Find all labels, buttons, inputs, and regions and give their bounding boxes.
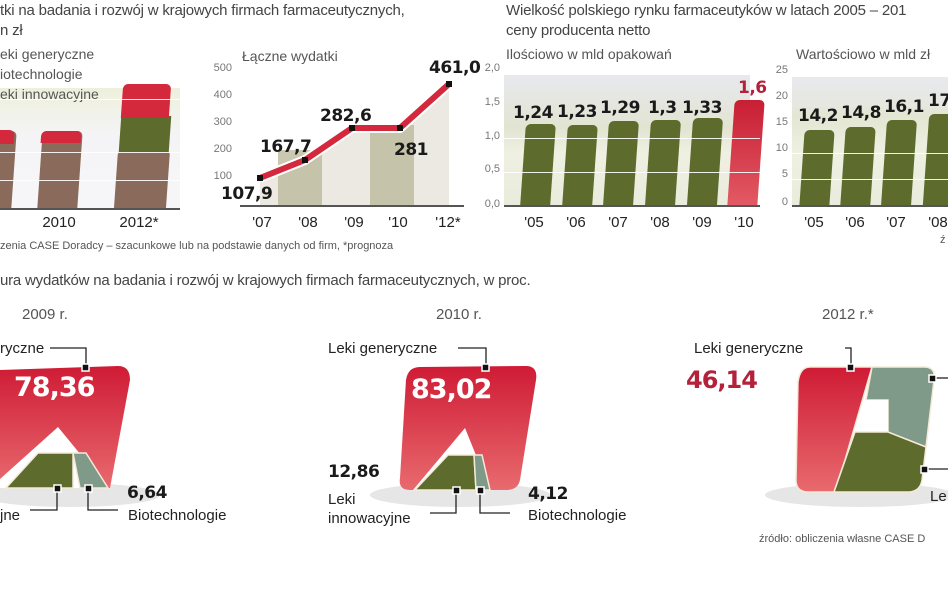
- value-chart-title: Wartościowo w mld zł: [796, 46, 931, 62]
- value-innovative-2010: 12,86: [328, 462, 380, 482]
- legend: eki generyczne iotechnologie eki innowac…: [0, 44, 99, 104]
- left-chart-title: tki na badania i rozwój w krajowych firm…: [0, 2, 405, 19]
- source-note-bottom: źródło: obliczenia własne CASE D: [759, 533, 926, 545]
- shape-2009: [0, 347, 160, 511]
- data-label: 1,24: [513, 103, 553, 123]
- x-label: '08: [298, 214, 318, 231]
- y-tick: 100: [213, 170, 232, 182]
- y-tick: 1,5: [484, 96, 500, 108]
- gridline: [792, 179, 948, 180]
- line-plot: [257, 80, 453, 205]
- y-tick: 500: [213, 62, 232, 74]
- y-tick: 300: [213, 116, 232, 128]
- label-innovative-2009: jne: [0, 507, 21, 524]
- data-label-2009: 282,6: [320, 106, 372, 126]
- quantity-chart-title: Ilościowo w mld opakowań: [506, 46, 672, 62]
- x-label: '07: [886, 214, 906, 231]
- x-axis: [504, 205, 760, 207]
- shape-2010: [370, 347, 550, 514]
- label-biotech-2009: Biotechnologie: [128, 507, 227, 524]
- legend-item-generic: eki generyczne: [0, 46, 95, 62]
- y-tick: 200: [213, 143, 232, 155]
- data-label-2008: 167,7: [260, 137, 312, 157]
- data-label: 16,1: [884, 97, 924, 117]
- chart-title-2009: 2009 r.: [22, 306, 68, 323]
- y-tick: 0,5: [484, 163, 500, 175]
- section-title-structure: ura wydatków na badania i rozwój w krajo…: [0, 272, 531, 289]
- value-generic-2009: 78,36: [14, 372, 95, 403]
- x-label: '08: [928, 214, 948, 231]
- x-label: '06: [566, 214, 586, 231]
- x-label-2012: 2012*: [119, 214, 159, 231]
- data-label-2012: 461,0: [429, 58, 481, 78]
- gridline: [504, 138, 760, 139]
- label-generic-2009: ryczne: [0, 340, 45, 357]
- legend-item-biotech: iotechnologie: [0, 66, 83, 82]
- left-chart-unit: n zł: [0, 22, 23, 39]
- x-label: '08: [650, 214, 670, 231]
- x-label: '06: [845, 214, 865, 231]
- legend-item-innovative: eki innowacyjne: [0, 86, 99, 102]
- x-label: '10: [388, 214, 408, 231]
- x-label: '07: [252, 214, 272, 231]
- y-tick: 20: [775, 90, 788, 102]
- value-generic-2012: 46,14: [686, 366, 758, 394]
- data-label: 1,3: [648, 98, 677, 118]
- x-label: '07: [608, 214, 628, 231]
- data-label: 1,29: [600, 98, 640, 118]
- x-axis: [792, 205, 948, 207]
- y-tick: 25: [775, 64, 788, 76]
- y-tick: 1,0: [484, 130, 500, 142]
- y-tick: 2,0: [484, 62, 500, 74]
- gridline: [0, 152, 180, 153]
- label-innovative-2010: Leki innowacyjne: [328, 491, 411, 527]
- data-label: 17: [928, 91, 948, 111]
- y-tick: 10: [775, 142, 788, 154]
- label-innovative-2012: Le: [930, 488, 947, 505]
- line-chart-title: Łączne wydatki: [242, 48, 338, 64]
- gridline: [0, 99, 180, 100]
- x-label: '12*: [435, 214, 461, 231]
- source-fragment: ź: [940, 234, 946, 246]
- x-label: '09: [344, 214, 364, 231]
- data-label: 1,23: [557, 102, 597, 122]
- y-tick: 15: [775, 116, 788, 128]
- x-axis: [240, 205, 464, 207]
- x-label-2010: 2010: [42, 214, 76, 231]
- value-generic-2010: 83,02: [411, 374, 492, 405]
- y-tick: 400: [213, 89, 232, 101]
- label-generic-2010: Leki generyczne: [328, 340, 438, 357]
- chart-title-2010: 2010 r.: [436, 306, 482, 323]
- data-label: 14,8: [841, 103, 881, 123]
- y-tick: 0,0: [484, 198, 500, 210]
- x-label: '09: [692, 214, 712, 231]
- x-axis: [0, 208, 180, 210]
- shape-2012: [765, 347, 948, 507]
- data-label-highlight: 1,6: [738, 78, 767, 98]
- data-label-2007: 107,9: [221, 184, 273, 204]
- gridline: [0, 180, 180, 181]
- chart-title-2012: 2012 r.*: [822, 306, 874, 323]
- y-tick: 5: [781, 168, 788, 180]
- data-label-2010: 281: [394, 140, 429, 160]
- label-biotech-2010: Biotechnologie: [528, 507, 627, 524]
- x-label: '05: [804, 214, 824, 231]
- x-label: '10: [734, 214, 754, 231]
- source-note-top: zenia CASE Doradcy – szacunkowe lub na p…: [0, 240, 394, 252]
- right-chart-subtitle: ceny producenta netto: [506, 22, 651, 39]
- data-label: 14,2: [798, 106, 838, 126]
- value-biotech-2009: 6,64: [127, 483, 167, 503]
- x-label: '05: [524, 214, 544, 231]
- y-tick: 0: [781, 196, 788, 208]
- right-chart-title: Wielkość polskiego rynku farmaceutyków w…: [506, 2, 907, 19]
- value-biotech-2010: 4,12: [528, 484, 568, 504]
- gridline: [792, 153, 948, 154]
- data-label: 1,33: [682, 98, 722, 118]
- label-generic-2012: Leki generyczne: [694, 340, 804, 357]
- gridline: [504, 172, 760, 173]
